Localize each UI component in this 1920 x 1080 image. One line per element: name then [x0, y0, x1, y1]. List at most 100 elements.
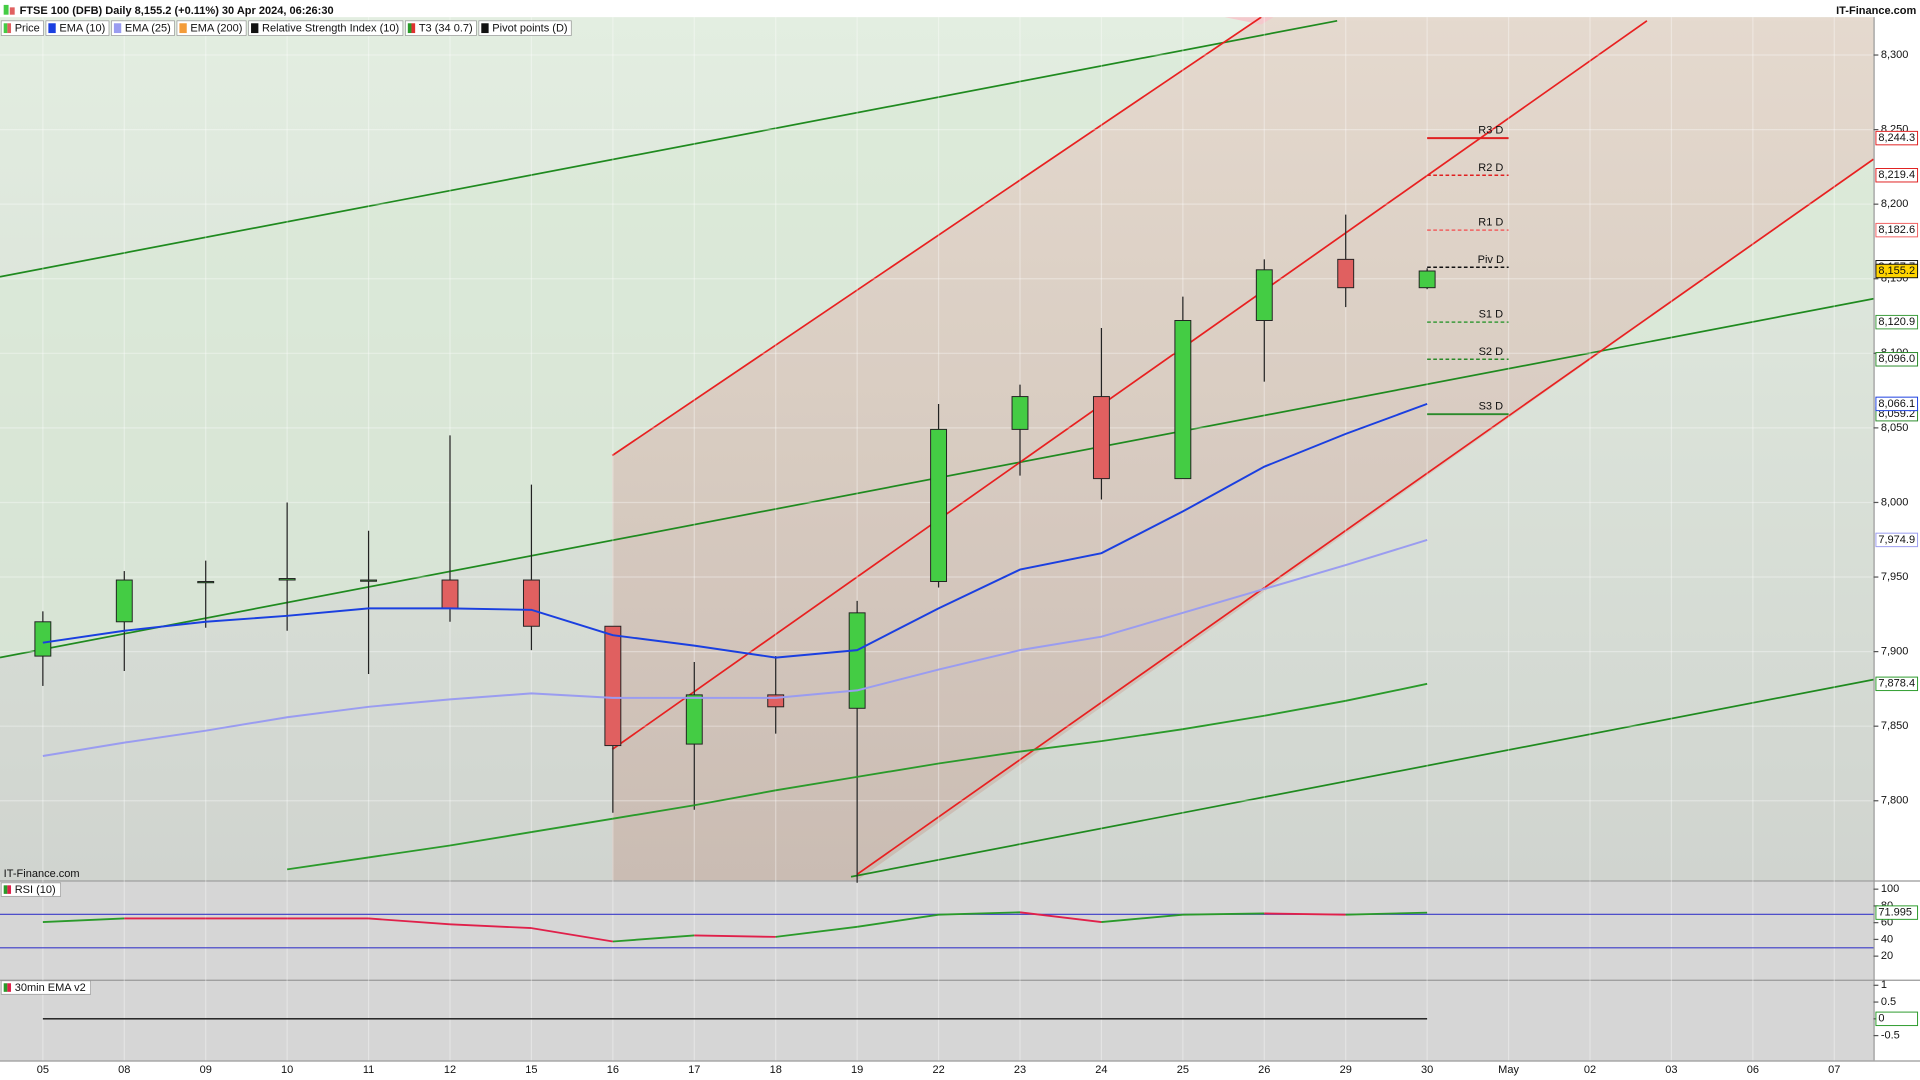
- candle-body: [360, 579, 378, 582]
- series-line: [856, 762, 939, 778]
- pivot-label: R2 D: [1478, 162, 1503, 174]
- x-tick-label: 18: [770, 1064, 782, 1076]
- legend-box: [111, 20, 175, 36]
- series-line: [449, 923, 532, 930]
- candle-body: [930, 428, 948, 583]
- pivot-label: Piv D: [1478, 254, 1504, 266]
- y-tick-label: 0.5: [1881, 996, 1896, 1008]
- x-tick-label: 07: [1828, 1064, 1840, 1076]
- y-tick-label: 7,900: [1881, 646, 1909, 658]
- candle-body: [685, 694, 703, 745]
- value-box: [1875, 352, 1919, 367]
- legend-label: EMA (200): [190, 23, 242, 35]
- x-tick-label: 15: [525, 1064, 537, 1076]
- pivot-label: S3 D: [1479, 401, 1504, 413]
- x-tick-label: May: [1498, 1064, 1519, 1076]
- value-box-label: 8,155.2: [1878, 265, 1915, 277]
- value-box: [1875, 676, 1919, 692]
- logo-icon: [3, 4, 9, 15]
- legend-box: [404, 20, 477, 36]
- series-line: [1101, 728, 1183, 743]
- legend-box: [176, 20, 247, 36]
- trend-line: [0, 19, 1338, 278]
- candle-body: [522, 579, 540, 627]
- value-box-label: 8,182.6: [1878, 224, 1915, 236]
- pivot-label: R3 D: [1478, 125, 1503, 137]
- legend-label: Pivot points (D): [492, 23, 567, 35]
- legend-swatch: [251, 23, 259, 34]
- value-box-label: 8,120.9: [1878, 316, 1915, 328]
- candle-body: [115, 579, 133, 623]
- source: IT-Finance.com: [1836, 5, 1916, 17]
- y-tick-label: 40: [1881, 933, 1893, 945]
- value-box: [1875, 314, 1919, 330]
- value-box-label: 0: [1878, 1013, 1884, 1025]
- legend-item: T3 (34 0.7): [404, 20, 477, 36]
- series-line: [1101, 913, 1183, 923]
- x-tick-label: 05: [37, 1064, 49, 1076]
- x-tick-label: 30: [1421, 1064, 1433, 1076]
- legend-item: Relative Strength Index (10): [248, 20, 404, 36]
- series-line: [42, 402, 1428, 659]
- value-box: [1875, 263, 1919, 279]
- value-box-label: 8,066.1: [1878, 398, 1915, 410]
- series-line: [1345, 682, 1428, 702]
- y-tick-label: 8,200: [1881, 198, 1909, 210]
- x-tick-label: 25: [1177, 1064, 1189, 1076]
- legend-label: Price: [15, 23, 40, 35]
- series-line: [694, 789, 776, 807]
- panel-icon: [7, 983, 12, 992]
- x-tick-label: 26: [1258, 1064, 1270, 1076]
- x-tick-label: 19: [851, 1064, 863, 1076]
- legend-swatch: [48, 23, 56, 34]
- legend-box: [45, 20, 110, 36]
- ema-v2-panel: [0, 979, 1874, 1061]
- rsi-panel: [0, 881, 1874, 980]
- pivot-label: S2 D: [1479, 346, 1504, 358]
- candle-body: [441, 579, 459, 609]
- y-tick-label: 20: [1881, 950, 1893, 962]
- panel-title-box: [0, 980, 91, 995]
- candle-body: [848, 612, 866, 709]
- series-line: [287, 856, 369, 871]
- series-line: [1264, 699, 1346, 717]
- panel-title-text: RSI (10): [15, 884, 56, 896]
- trend-line: [611, 17, 1262, 457]
- x-tick-label: 17: [688, 1064, 700, 1076]
- logo-icon: [9, 7, 15, 15]
- axis: 05 08 09 10 11 12 15 16 17 18 19 22 23 24 25 26 29 30 May 0…: [0, 20, 1919, 1076]
- panel-icon: [3, 983, 8, 992]
- x-tick-label: 11: [363, 1064, 374, 1076]
- value-box: [1875, 905, 1919, 920]
- legend-label: T3 (34 0.7): [419, 23, 473, 35]
- series-line: [531, 817, 614, 833]
- trend-line: [611, 20, 1648, 751]
- series-line: [775, 775, 858, 792]
- legend-swatch: [179, 23, 187, 34]
- y-tick-label: 1: [1881, 979, 1887, 991]
- x-tick-label: 29: [1340, 1064, 1352, 1076]
- y-tick-label: 7,850: [1881, 720, 1909, 732]
- series-line: [449, 831, 532, 847]
- value-box-label: 7,974.9: [1878, 534, 1915, 546]
- drawings: [0, 17, 1874, 881]
- series-line: [694, 934, 776, 938]
- candle-body: [34, 621, 52, 657]
- candle-body: [197, 581, 215, 584]
- value-box-label: 8,096.0: [1878, 353, 1915, 365]
- value-box-label: 8,244.3: [1878, 132, 1915, 144]
- x-tick-label: 24: [1095, 1064, 1107, 1076]
- watermark: IT-Finance.com: [4, 868, 80, 880]
- value-box-label: 71.995: [1878, 907, 1912, 919]
- marks: R3 D R2 D R1 D Piv D S1 D S2 D S3 D: [0, 125, 1874, 1020]
- y-tick-label: 8,300: [1881, 49, 1909, 61]
- legend-swatch: [113, 23, 122, 34]
- x-tick-label: 06: [1747, 1064, 1759, 1076]
- series-line: [938, 911, 1021, 916]
- legend-item: Pivot points (D): [478, 20, 572, 36]
- trend-line: [856, 158, 1874, 875]
- x-tick-label: 16: [607, 1064, 619, 1076]
- series-line: [1345, 911, 1428, 916]
- x-tick-label: 23: [1014, 1064, 1026, 1076]
